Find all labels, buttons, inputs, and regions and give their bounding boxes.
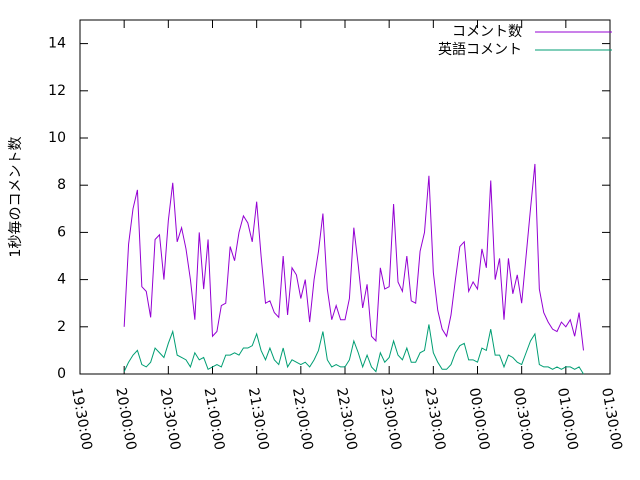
y-axis-label: 1秒毎のコメント数 [8, 137, 24, 258]
y-tick-label: 12 [48, 83, 66, 99]
x-tick-label: 01:00:00 [554, 387, 581, 452]
x-tick-label: 20:30:00 [156, 387, 183, 452]
plot-border [79, 19, 611, 375]
x-tick-label: 21:00:00 [201, 387, 228, 452]
x-tick-label: 19:30:00 [68, 387, 95, 452]
x-tick-label: 00:30:00 [510, 387, 537, 452]
y-tick-label: 0 [57, 366, 66, 382]
x-tick-label: 00:00:00 [466, 387, 493, 452]
y-tick-label: 6 [57, 224, 66, 240]
x-tick-label: 21:30:00 [245, 387, 272, 452]
series-line [123, 324, 584, 375]
x-tick-label: 23:30:00 [421, 387, 448, 452]
y-tick-label: 10 [48, 130, 66, 146]
legend-label: コメント数 [452, 24, 522, 40]
y-tick-label: 14 [48, 36, 66, 52]
legend-label: 英語コメント [438, 41, 522, 58]
x-tick-label: 01:30:00 [598, 387, 625, 452]
y-tick-label: 2 [57, 319, 66, 335]
y-tick-label: 4 [57, 272, 66, 288]
series-line [123, 163, 584, 351]
y-tick-label: 8 [57, 177, 66, 193]
x-tick-label: 22:00:00 [289, 387, 316, 452]
x-tick-label: 23:00:00 [377, 387, 404, 452]
x-tick-label: 20:00:00 [112, 387, 139, 452]
x-tick-label: 22:30:00 [333, 387, 360, 452]
